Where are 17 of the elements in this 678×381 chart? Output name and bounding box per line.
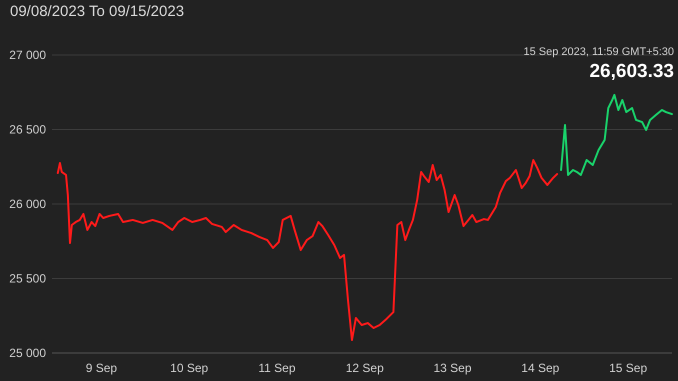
annotation: 15 Sep 2023, 11:59 GMT+5:30 <box>523 46 674 58</box>
y-tick-label: 26 500 <box>9 122 46 137</box>
y-tick-label: 27 000 <box>9 48 46 62</box>
x-tick-label: 10 Sep <box>170 361 209 375</box>
x-tick-label: 14 Sep <box>521 361 560 375</box>
annotation: 26,603.33 <box>589 61 674 82</box>
y-tick-label: 26 000 <box>9 197 46 212</box>
line-series <box>560 94 673 176</box>
line-series <box>56 159 558 342</box>
chart-title: 09/08/2023 To 09/15/2023 <box>10 3 184 20</box>
x-tick-label: 13 Sep <box>434 361 472 375</box>
y-tick-label: 25 000 <box>9 346 46 360</box>
x-tick-label: 9 Sep <box>86 361 118 375</box>
x-tick-label: 12 Sep <box>346 361 384 375</box>
x-tick-label: 15 Sep <box>609 361 648 375</box>
x-tick-label: 11 Sep <box>258 361 296 375</box>
y-tick-label: 25 500 <box>9 272 46 286</box>
